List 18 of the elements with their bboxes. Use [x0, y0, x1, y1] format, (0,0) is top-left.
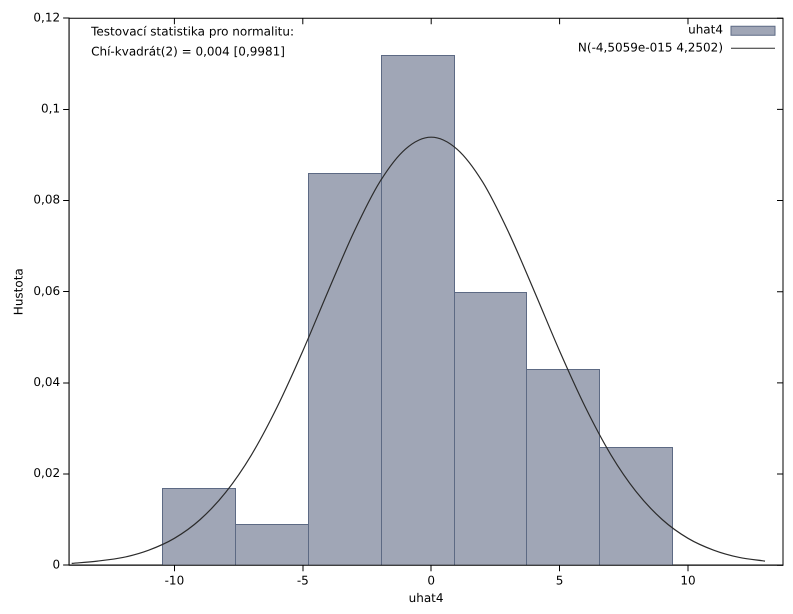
x-tick-label: 10: [680, 574, 696, 588]
y-tick-label: 0,1: [41, 101, 60, 116]
annotation: Testovací statistika pro normalitu:: [90, 24, 294, 38]
x-axis-title: uhat4: [408, 590, 444, 605]
y-tick-label: 0: [52, 557, 60, 572]
x-tick-label: 5: [556, 574, 564, 588]
annotation: Chí-kvadrát(2) = 0,004 [0,9981]: [91, 44, 285, 58]
y-tick-label: 0,04: [33, 374, 60, 389]
x-tick-label: -5: [296, 574, 309, 588]
legend-label: uhat4: [688, 22, 723, 36]
y-tick-label: 0,08: [33, 192, 60, 207]
y-axis-title: Hustota: [11, 268, 26, 316]
legend-label: N(-4,5059e-015 4,2502): [578, 40, 723, 54]
y-tick-label: 0,06: [33, 284, 60, 298]
y-tick-label: 0,12: [33, 10, 60, 24]
y-tick-label: 0,02: [33, 466, 60, 480]
x-tick-label: -10: [164, 574, 184, 588]
x-tick-label: 0: [427, 574, 436, 588]
